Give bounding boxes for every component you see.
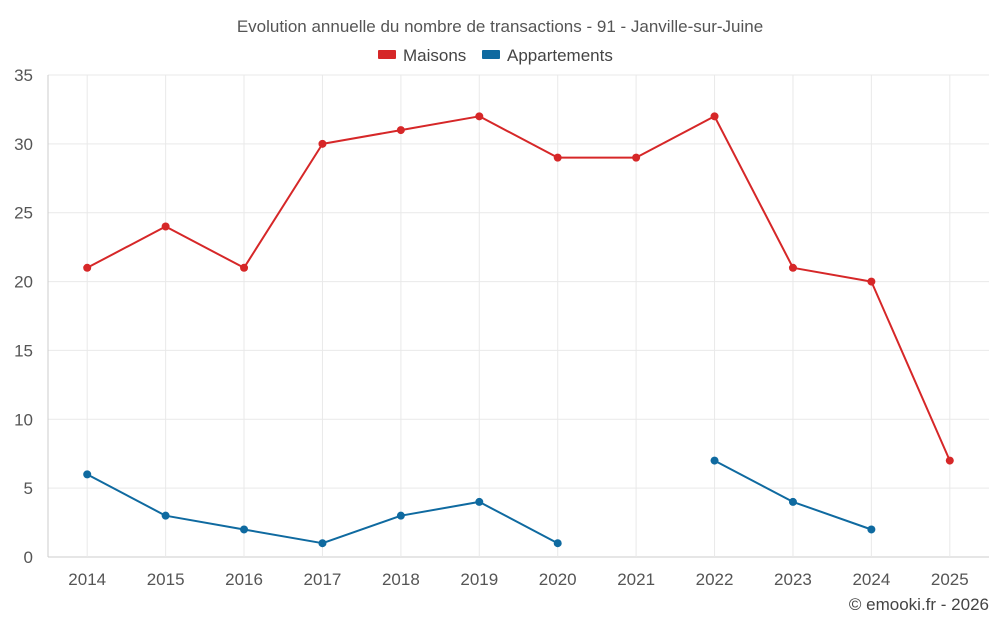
legend-label-maisons[interactable]: Maisons [403,46,466,65]
data-point-maisons[interactable] [475,112,484,121]
y-tick-label: 30 [14,135,33,154]
x-tick-label: 2018 [382,570,420,589]
data-point-appartements[interactable] [475,497,484,506]
data-point-maisons[interactable] [945,456,954,465]
data-point-maisons[interactable] [553,153,562,162]
legend: Maisons Appartements [378,46,613,65]
x-tick-label: 2015 [147,570,185,589]
x-tick-label: 2019 [460,570,498,589]
data-point-maisons[interactable] [83,263,92,272]
x-tick-label: 2024 [852,570,890,589]
x-tick-label: 2021 [617,570,655,589]
y-axis-ticks: 0 5 10 15 20 25 30 35 [14,66,33,567]
x-tick-label: 2016 [225,570,263,589]
legend-swatch-appartements [482,50,500,59]
y-tick-label: 35 [14,66,33,85]
data-point-maisons[interactable] [161,222,170,231]
credit-text: © emooki.fr - 2026 [849,595,989,614]
series-layer [83,112,954,548]
data-point-appartements[interactable] [83,470,92,479]
y-tick-label: 5 [24,479,33,498]
data-point-maisons[interactable] [318,139,327,148]
data-point-appartements[interactable] [710,456,719,465]
data-point-maisons[interactable] [867,277,876,286]
data-point-maisons[interactable] [632,153,641,162]
x-tick-label: 2020 [539,570,577,589]
x-axis-ticks: 2014 2015 2016 2017 2018 2019 2020 2021 2022 2023… [68,570,968,589]
data-point-maisons[interactable] [396,126,405,135]
data-point-appartements[interactable] [240,525,249,534]
data-point-maisons[interactable] [240,263,249,272]
y-tick-label: 0 [24,548,33,567]
data-point-appartements[interactable] [788,497,797,506]
data-point-maisons[interactable] [788,263,797,272]
data-point-appartements[interactable] [161,511,170,520]
x-tick-label: 2017 [304,570,342,589]
y-tick-label: 25 [14,204,33,223]
x-tick-label: 2022 [696,570,734,589]
x-tick-label: 2014 [68,570,106,589]
legend-swatch-maisons [378,50,396,59]
grid [47,74,989,558]
y-tick-label: 15 [14,341,33,360]
legend-label-appartements[interactable]: Appartements [507,46,613,65]
data-point-appartements[interactable] [553,539,562,548]
data-point-appartements[interactable] [318,539,327,548]
x-tick-label: 2025 [931,570,969,589]
data-point-appartements[interactable] [867,525,876,534]
chart-title: Evolution annuelle du nombre de transact… [237,17,763,36]
data-point-appartements[interactable] [396,511,405,520]
x-tick-label: 2023 [774,570,812,589]
y-tick-label: 20 [14,273,33,292]
series-line-maisons [86,115,951,462]
data-point-maisons[interactable] [710,112,719,121]
y-tick-label: 10 [14,410,33,429]
